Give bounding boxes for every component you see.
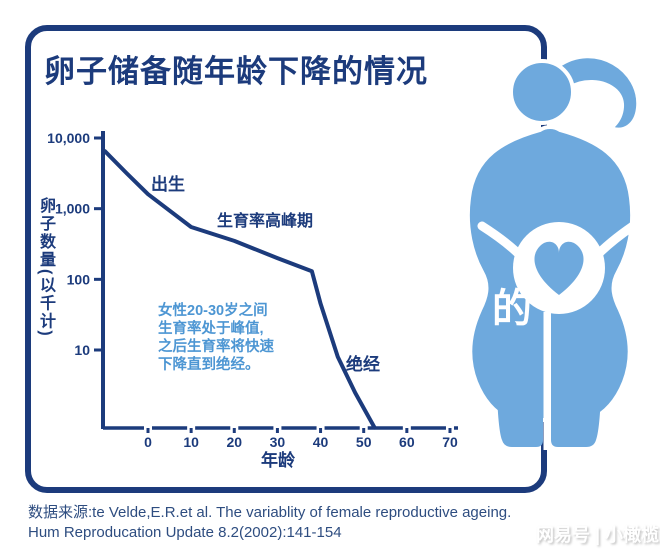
y-axis-label: 卵子数量(以千计)	[37, 197, 54, 338]
left-leg	[496, 356, 543, 447]
x-axis-label: 年龄	[261, 451, 295, 470]
note-line: 女性20-30岁之间	[158, 303, 268, 319]
source-line-1: 数据来源:te Velde,E.R.et al. The variablity …	[28, 504, 512, 521]
heart-icon	[534, 241, 584, 295]
note-line: 之后生育率将快速	[158, 339, 274, 355]
pregnant-woman-figure	[465, 54, 641, 450]
right-leg	[551, 356, 602, 447]
annotation-birth: 出生	[151, 175, 185, 194]
note-line: 下降直到绝经。	[158, 357, 260, 373]
note-line: 生育率处于峰值,	[158, 321, 264, 337]
annotation-peak-fertility: 生育率高峰期	[217, 213, 314, 230]
center-watermark: 的	[492, 287, 532, 331]
head	[509, 59, 575, 125]
footer-watermark: 网易号 | 小橄榄	[536, 525, 660, 545]
note-text-block: 女性20-30岁之间 生育率处于峰值, 之后生育率将快速 下降直到绝经。	[158, 302, 274, 374]
page-title: 卵子储备随年龄下降的情况	[44, 54, 428, 89]
source-line-2: Hum Reproducation Update 8.2(2002):141-1…	[28, 524, 342, 541]
leg-gap	[543, 312, 551, 450]
data-source: 数据来源:te Velde,E.R.et al. The variablity …	[28, 503, 511, 543]
annotation-menopause: 绝经	[346, 355, 380, 374]
ponytail	[555, 54, 641, 132]
